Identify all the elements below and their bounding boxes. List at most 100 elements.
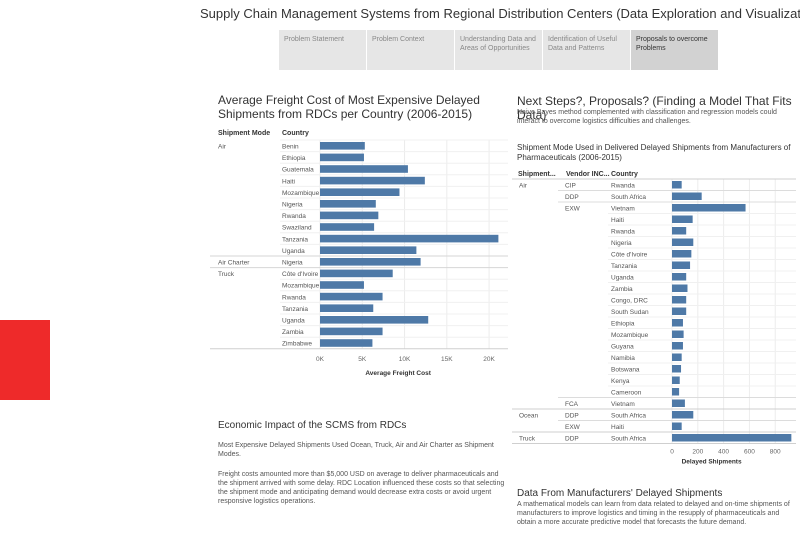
tab-understanding-data[interactable]: Understanding Data and Areas of Opportun… <box>455 30 543 70</box>
bar-tanzania[interactable] <box>320 304 374 312</box>
bar-botswana[interactable] <box>672 365 682 373</box>
country-label: Guyana <box>611 344 634 351</box>
country-label: Swaziland <box>282 225 312 232</box>
country-label: Rwanda <box>611 183 635 190</box>
tab-problem-statement[interactable]: Problem Statement <box>279 30 367 70</box>
country-label: Tanzania <box>282 236 308 243</box>
bar-guyana[interactable] <box>672 342 683 350</box>
left-col-header-country: Country <box>282 130 309 137</box>
data-section-title: Data From Manufacturers' Delayed Shipmen… <box>517 488 723 499</box>
country-label: Vietnam <box>611 401 635 408</box>
bar-benin[interactable] <box>320 142 365 150</box>
mode-label: Ocean <box>519 413 539 420</box>
country-label: Rwanda <box>282 294 306 301</box>
bar-zambia[interactable] <box>320 327 383 336</box>
x-tick-label: 600 <box>744 449 755 456</box>
vendor-label: FCA <box>565 401 579 408</box>
country-label: South Africa <box>611 194 646 201</box>
bar-ethiopia[interactable] <box>320 153 364 162</box>
x-tick-label: 400 <box>718 449 729 456</box>
country-label: Namibia <box>611 355 635 362</box>
bar-south-africa[interactable] <box>672 434 792 442</box>
bar-rwanda[interactable] <box>672 227 687 235</box>
country-label: South Sudan <box>611 309 649 316</box>
bar-congo-drc[interactable] <box>672 296 687 304</box>
right-chart-title: Shipment Mode Used in Delivered Delayed … <box>517 143 791 162</box>
bar-haiti[interactable] <box>672 215 693 224</box>
bar-uganda[interactable] <box>320 246 417 254</box>
vendor-label: DDP <box>565 413 579 420</box>
x-tick-label: 15K <box>441 356 453 363</box>
country-label: Uganda <box>282 248 305 255</box>
country-label: Nigeria <box>282 260 303 267</box>
right-col-header-mode: Shipment... <box>518 171 556 178</box>
tab-proposals[interactable]: Proposals to overcome Problems <box>631 30 719 70</box>
bar-south-sudan[interactable] <box>672 307 687 316</box>
bar-zambia[interactable] <box>672 284 688 293</box>
country-label: Kenya <box>611 378 630 385</box>
bar-kenya[interactable] <box>672 376 680 385</box>
bar-nigeria[interactable] <box>672 238 694 247</box>
country-label: Tanzania <box>282 306 308 313</box>
bar-mozambique[interactable] <box>672 330 684 339</box>
country-label: Nigeria <box>611 240 632 247</box>
bar-rwanda[interactable] <box>320 292 383 301</box>
next-steps-text: Naive Bayes method complemented with cla… <box>517 109 777 125</box>
bar-guatemala[interactable] <box>320 165 408 173</box>
x-tick-label: 200 <box>692 449 703 456</box>
right-col-header-country: Country <box>611 171 638 178</box>
economic-paragraph-1: Most Expensive Delayed Shipments Used Oc… <box>218 442 494 458</box>
bar-south-africa[interactable] <box>672 411 694 419</box>
left-bar-chart: Air Benin Ethiopia Guatemala Haiti Mozambique… <box>210 139 508 377</box>
tab-problem-context[interactable]: Problem Context <box>367 30 455 70</box>
bar-uganda[interactable] <box>320 316 429 324</box>
page-title: Supply Chain Management Systems from Reg… <box>200 6 800 21</box>
tab-identification-patterns[interactable]: Identification of Useful Data and Patter… <box>543 30 631 70</box>
x-tick-label: 0 <box>670 449 674 456</box>
bar-c-te-d-ivoire[interactable] <box>320 269 393 278</box>
bar-tanzania[interactable] <box>672 261 691 270</box>
country-label: Zimbabwe <box>282 341 312 348</box>
bar-haiti[interactable] <box>320 176 425 185</box>
bar-vietnam[interactable] <box>672 204 746 212</box>
bar-rwanda[interactable] <box>320 211 379 220</box>
right-col-header-vendor: Vendor INC... <box>566 171 610 178</box>
bar-zimbabwe[interactable] <box>320 339 373 347</box>
country-label: Nigeria <box>282 202 303 209</box>
x-axis-title: Average Freight Cost <box>365 370 431 377</box>
country-label: Botswana <box>611 367 640 374</box>
x-tick-label: 5K <box>358 356 367 363</box>
mode-label: Air <box>218 144 227 151</box>
country-label: Uganda <box>282 318 305 325</box>
bar-cameroon[interactable] <box>672 388 680 396</box>
bar-c-te-d-ivoire[interactable] <box>672 250 692 258</box>
x-tick-label: 10K <box>399 356 411 363</box>
country-label: Congo, DRC <box>611 298 648 305</box>
country-label: Mozambique <box>611 332 649 339</box>
country-label: Haiti <box>611 424 624 431</box>
bar-vietnam[interactable] <box>672 399 685 408</box>
bar-haiti[interactable] <box>672 422 682 431</box>
bar-namibia[interactable] <box>672 353 682 362</box>
vendor-label: EXW <box>565 206 581 213</box>
bar-nigeria[interactable] <box>320 258 421 266</box>
bar-uganda[interactable] <box>672 273 687 281</box>
mode-label: Air Charter <box>218 260 250 267</box>
bar-swaziland[interactable] <box>320 223 375 231</box>
bar-rwanda[interactable] <box>672 181 682 189</box>
mode-label: Truck <box>218 271 235 278</box>
bar-mozambique[interactable] <box>320 281 364 289</box>
bar-south-africa[interactable] <box>672 192 702 201</box>
bar-ethiopia[interactable] <box>672 319 683 327</box>
bar-tanzania[interactable] <box>320 234 499 243</box>
country-label: Mozambique <box>282 190 320 197</box>
country-label: Zambia <box>611 286 633 293</box>
country-label: Guatemala <box>282 167 314 174</box>
bar-nigeria[interactable] <box>320 200 376 208</box>
bar-mozambique[interactable] <box>320 188 400 196</box>
country-label: Benin <box>282 144 299 151</box>
x-axis-title: Delayed Shipments <box>682 459 742 466</box>
country-label: Côte d'Ivoire <box>611 252 648 259</box>
country-label: Tanzania <box>611 263 637 270</box>
vendor-label: EXW <box>565 424 581 431</box>
